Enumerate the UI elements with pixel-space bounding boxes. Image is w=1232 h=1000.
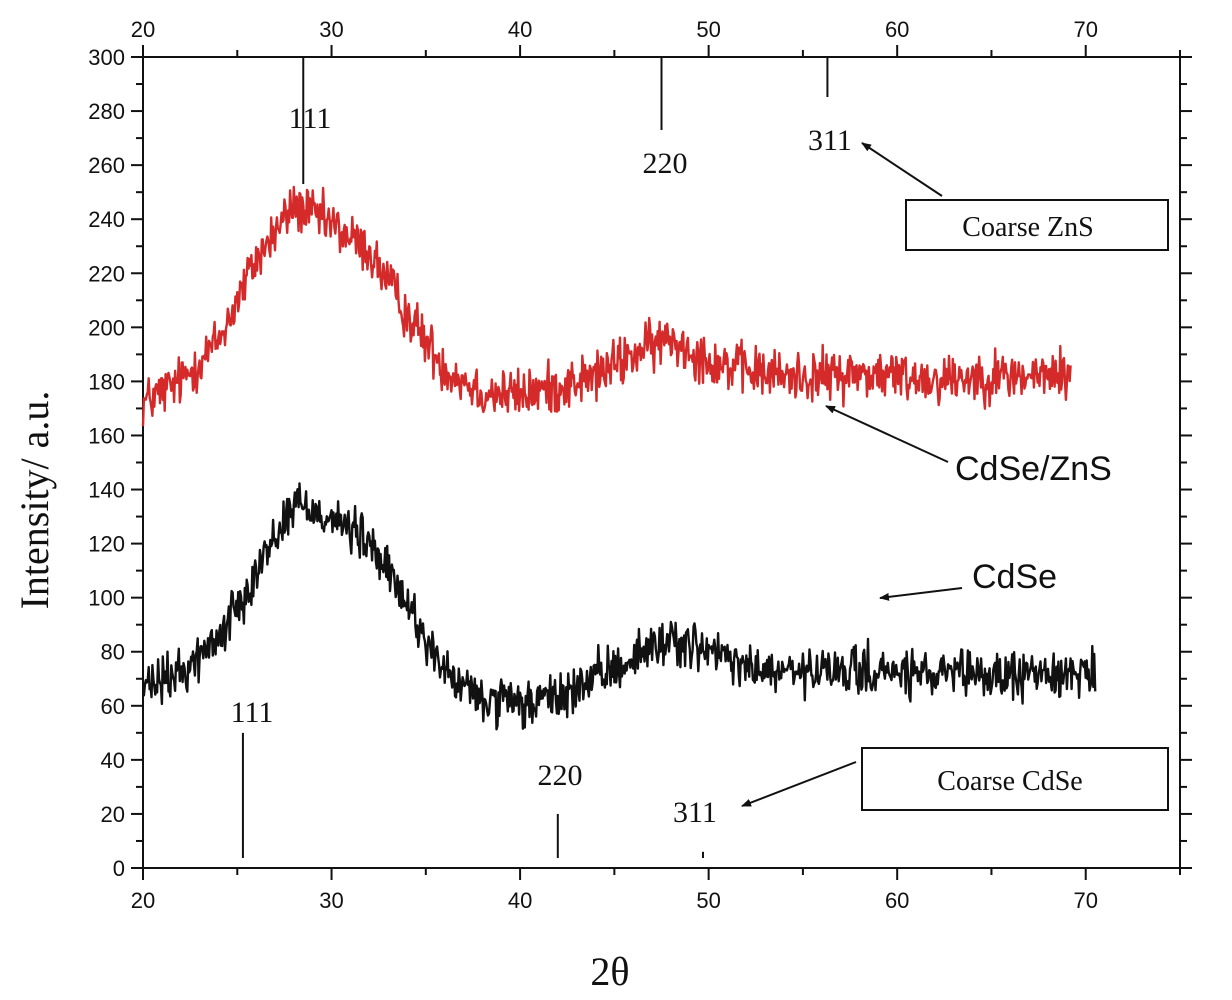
y-tick-label: 120 [88, 532, 125, 557]
x-axis-title: 2θ [590, 949, 629, 994]
y-tick-label: 140 [88, 478, 125, 503]
y-tick-label: 60 [101, 694, 125, 719]
y-tick-label: 160 [88, 423, 125, 448]
coarse-cdse-box [861, 747, 1169, 811]
y-axis-title: Intensity/ a.u. [12, 391, 57, 610]
x-tick-label: 40 [508, 888, 532, 913]
top-axis-tick-label: 70 [1073, 17, 1097, 42]
cdse-label: CdSe [972, 558, 1057, 596]
y-tick-label: 20 [101, 802, 125, 827]
x-tick-label: 30 [319, 888, 343, 913]
x-tick-label: 50 [696, 888, 720, 913]
cdse-peak-label-111: 111 [231, 696, 274, 729]
top-axis-tick-label: 30 [319, 17, 343, 42]
cdse-peak-label-311: 311 [673, 796, 717, 829]
x-tick-label: 20 [131, 888, 155, 913]
series-line-cdse [141, 482, 1097, 731]
x-tick-label: 60 [885, 888, 909, 913]
y-tick-label: 240 [88, 207, 125, 232]
series-line-cdse-zns [141, 185, 1072, 427]
coarse-cdse-label: Coarse CdSe [937, 766, 1082, 797]
top-axis-tick-label: 40 [508, 17, 532, 42]
y-tick-label: 180 [88, 369, 125, 394]
cdse-peak-label-220: 220 [538, 759, 583, 792]
arrow-coarse-cdse [741, 761, 857, 807]
y-tick-label: 260 [88, 153, 125, 178]
y-tick-label: 80 [101, 640, 125, 665]
y-tick-label: 280 [88, 99, 125, 124]
coarse-zns-box [905, 199, 1169, 251]
zns-peak-label-311: 311 [808, 124, 852, 157]
y-tick-label: 200 [88, 315, 125, 340]
y-tick-label: 0 [113, 856, 125, 881]
series-lines [141, 185, 1097, 731]
reference-lines: 111 220 311 111 220 311 [231, 57, 852, 858]
y-tick-label: 300 [88, 45, 125, 70]
arrow-cdse [879, 587, 963, 601]
top-axis-tick-label: 20 [131, 17, 155, 42]
top-axis-tick-label: 60 [885, 17, 909, 42]
top-axis-tick-label: 50 [696, 17, 720, 42]
y-tick-label: 220 [88, 261, 125, 286]
x-tick-label: 70 [1073, 888, 1097, 913]
y-tick-label: 40 [101, 748, 125, 773]
zns-peak-label-220: 220 [643, 147, 688, 180]
arrow-coarse-zns [861, 142, 943, 197]
coarse-zns-label: Coarse ZnS [962, 212, 1093, 243]
zns-peak-label-111: 111 [289, 102, 332, 135]
arrow-cdse-zns [825, 405, 949, 463]
cdse-zns-label: CdSe/ZnS [955, 450, 1112, 488]
y-tick-label: 100 [88, 586, 125, 611]
